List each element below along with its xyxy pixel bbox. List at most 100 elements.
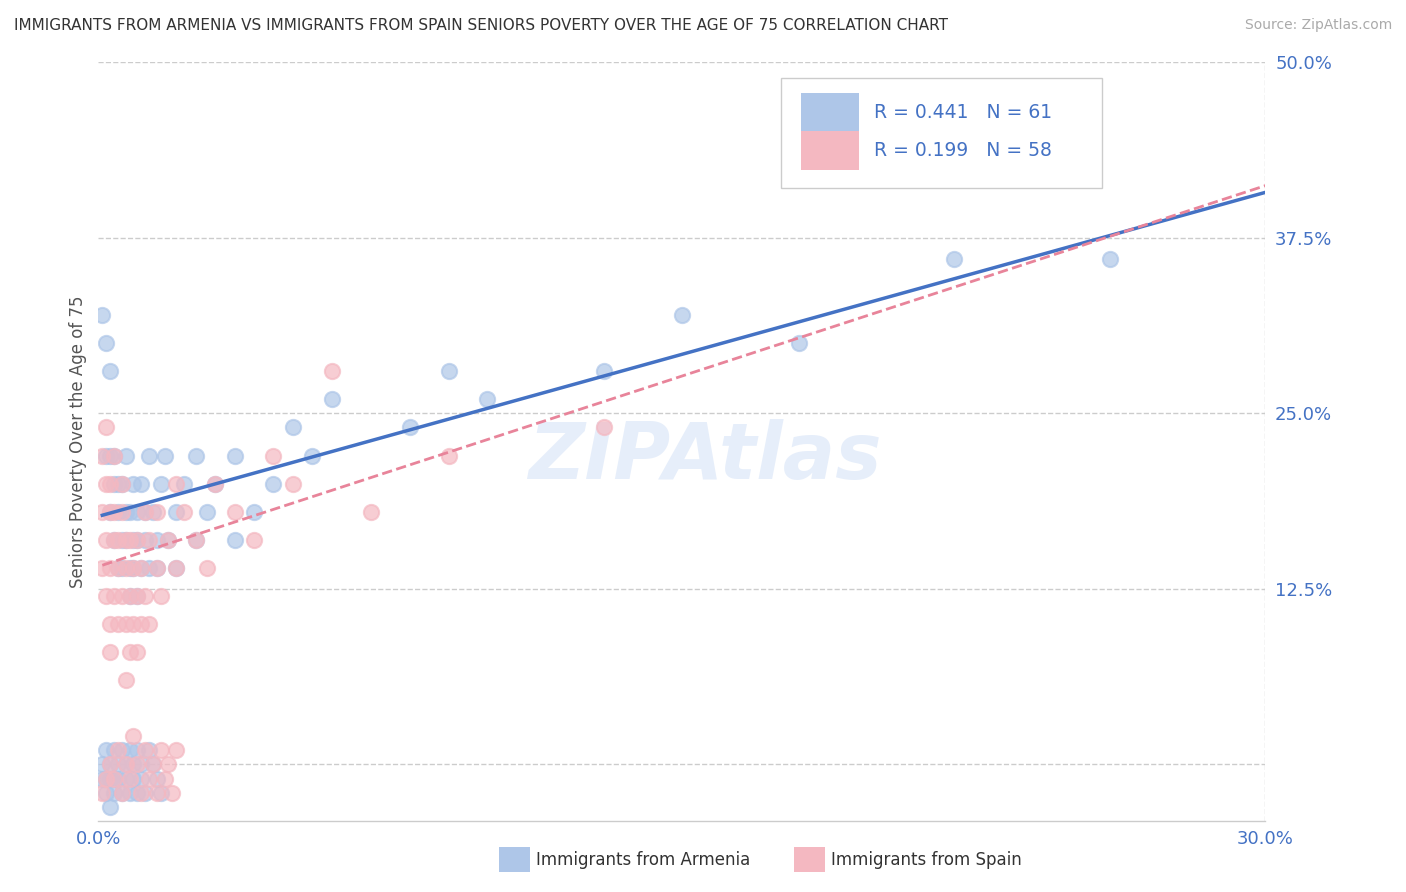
Point bbox=[127, 533, 149, 547]
Point bbox=[787, 336, 810, 351]
Point bbox=[107, 772, 129, 786]
Point bbox=[360, 505, 382, 519]
Point bbox=[96, 476, 118, 491]
Point bbox=[107, 476, 129, 491]
Point bbox=[107, 617, 129, 632]
Point bbox=[98, 505, 121, 519]
Point bbox=[138, 449, 160, 463]
Point bbox=[122, 561, 145, 575]
Point bbox=[103, 533, 125, 547]
Point bbox=[129, 617, 152, 632]
Point bbox=[103, 476, 125, 491]
Point bbox=[103, 772, 125, 786]
Point bbox=[142, 757, 165, 772]
Point bbox=[184, 533, 207, 547]
Text: Immigrants from Spain: Immigrants from Spain bbox=[831, 851, 1022, 869]
Point bbox=[146, 505, 169, 519]
Point bbox=[437, 449, 460, 463]
Point bbox=[301, 449, 323, 463]
Point bbox=[127, 505, 149, 519]
Point bbox=[107, 533, 129, 547]
Point bbox=[129, 561, 152, 575]
Point bbox=[321, 364, 343, 378]
Point bbox=[134, 533, 156, 547]
Point bbox=[114, 757, 136, 772]
Point bbox=[127, 533, 149, 547]
Point bbox=[149, 476, 172, 491]
Point bbox=[153, 449, 176, 463]
Point bbox=[162, 786, 184, 800]
Point bbox=[96, 336, 118, 351]
Point bbox=[91, 505, 114, 519]
Text: ZIPAtlas: ZIPAtlas bbox=[529, 418, 882, 495]
Point bbox=[129, 561, 152, 575]
Point bbox=[138, 561, 160, 575]
Point bbox=[118, 533, 141, 547]
Point bbox=[118, 505, 141, 519]
Point bbox=[127, 589, 149, 603]
Point bbox=[153, 772, 176, 786]
Point bbox=[103, 589, 125, 603]
Text: R = 0.199   N = 58: R = 0.199 N = 58 bbox=[875, 141, 1052, 160]
Point bbox=[146, 561, 169, 575]
Point bbox=[111, 476, 134, 491]
Point bbox=[114, 617, 136, 632]
Point bbox=[111, 533, 134, 547]
Point bbox=[91, 772, 114, 786]
Point bbox=[157, 757, 180, 772]
Point bbox=[103, 505, 125, 519]
Point bbox=[262, 449, 284, 463]
Point bbox=[114, 533, 136, 547]
Point bbox=[98, 476, 121, 491]
Point bbox=[224, 533, 246, 547]
Point bbox=[142, 757, 165, 772]
Point bbox=[114, 757, 136, 772]
Point bbox=[146, 533, 169, 547]
Point bbox=[96, 589, 118, 603]
Point bbox=[114, 673, 136, 688]
Point bbox=[184, 533, 207, 547]
Point bbox=[107, 505, 129, 519]
Point bbox=[129, 757, 152, 772]
Point bbox=[98, 617, 121, 632]
Point bbox=[195, 505, 218, 519]
Point bbox=[122, 757, 145, 772]
Point bbox=[96, 786, 118, 800]
Point bbox=[134, 589, 156, 603]
Point bbox=[107, 561, 129, 575]
Point bbox=[593, 420, 616, 434]
Point bbox=[111, 505, 134, 519]
Text: Immigrants from Armenia: Immigrants from Armenia bbox=[536, 851, 749, 869]
Point bbox=[127, 786, 149, 800]
Point bbox=[98, 561, 121, 575]
Point bbox=[243, 505, 266, 519]
Point bbox=[146, 561, 169, 575]
Point bbox=[114, 449, 136, 463]
Point bbox=[98, 645, 121, 659]
Point bbox=[103, 449, 125, 463]
Point bbox=[138, 617, 160, 632]
Point bbox=[127, 743, 149, 757]
Point bbox=[103, 786, 125, 800]
Point bbox=[114, 561, 136, 575]
Point bbox=[111, 476, 134, 491]
Point bbox=[204, 476, 226, 491]
Point bbox=[127, 645, 149, 659]
Point bbox=[195, 561, 218, 575]
Point bbox=[134, 505, 156, 519]
Point bbox=[114, 505, 136, 519]
Point bbox=[943, 252, 966, 266]
Point bbox=[96, 420, 118, 434]
Point bbox=[157, 533, 180, 547]
Point bbox=[107, 757, 129, 772]
Point bbox=[165, 505, 187, 519]
Point bbox=[149, 743, 172, 757]
Point bbox=[142, 505, 165, 519]
FancyBboxPatch shape bbox=[801, 93, 859, 132]
FancyBboxPatch shape bbox=[782, 78, 1102, 187]
Point bbox=[118, 589, 141, 603]
Point bbox=[103, 449, 125, 463]
Point bbox=[146, 772, 169, 786]
Point bbox=[96, 449, 118, 463]
Text: Source: ZipAtlas.com: Source: ZipAtlas.com bbox=[1244, 18, 1392, 32]
